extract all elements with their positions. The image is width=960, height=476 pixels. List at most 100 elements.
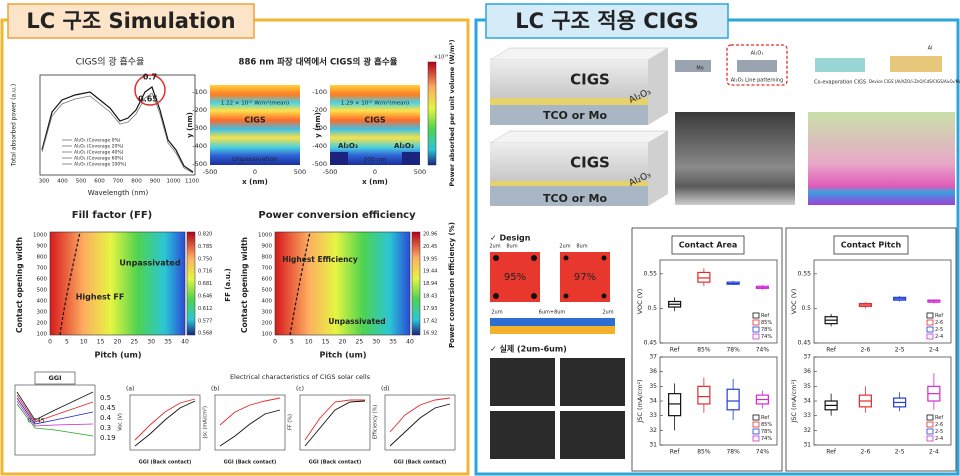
figure-title: 886 nm 파장 대역에서 CIGS의 광 흡수율 [239, 57, 398, 68]
cigs-layer [490, 60, 648, 98]
tick-label: 0.612 [198, 306, 212, 312]
tick-label: 500 [414, 168, 426, 176]
process-step [675, 60, 711, 72]
dot [493, 293, 499, 299]
layer-label: Unpassivation [232, 155, 278, 163]
dot [531, 255, 537, 261]
legend-label: 78% [761, 429, 772, 435]
title-box [34, 371, 76, 385]
figure-title: Electrical characteristics of CIGS solar… [230, 373, 371, 381]
layer-label: Al₂O₃ [394, 142, 414, 150]
legend-label: 2-6 [935, 422, 943, 428]
tick-label: 300 [39, 179, 50, 185]
figure-title: Contact Area [679, 241, 738, 250]
section-title: ✓ Design [490, 234, 531, 243]
layer-label: CIGS [570, 71, 610, 89]
dimension-label: 8um [576, 244, 587, 250]
tick-label: 0.55 [644, 270, 658, 277]
legend-swatch [926, 435, 934, 442]
ggi-line [16, 403, 94, 437]
process-step [890, 56, 942, 72]
tick-label: 5 [290, 339, 294, 346]
tick-label: 100 [262, 332, 273, 338]
tick-label: 35 [803, 383, 811, 390]
plot-frame [384, 394, 456, 451]
plot-frame [129, 394, 201, 451]
x-tick-label: Ref [826, 347, 837, 354]
plot-frame [299, 394, 371, 451]
tick-label: 700 [262, 266, 273, 272]
legend-label: Al₂O₃ (Coverage 20%) [74, 144, 124, 150]
axis-label: y (nm) [314, 112, 322, 138]
tick-label: 32 [803, 427, 811, 434]
eds-map [808, 112, 955, 205]
axis-label: Efficiency (%) [373, 405, 379, 439]
figure-title: Power conversion efficiency [258, 210, 416, 221]
contact-dots [493, 255, 607, 299]
x-tick-label: 74% [756, 449, 770, 456]
legend-label: 2-6 [935, 320, 943, 326]
tick-label: 600 [262, 277, 273, 283]
box [697, 385, 711, 405]
annotation: Highest Efficiency [282, 255, 358, 264]
tick-label: 0 [253, 168, 257, 176]
annotation: 0.65 [138, 95, 158, 104]
process-label: Device CIGS (Al/AZO/i-ZnO/CdS/CIGS/Al₂O₃… [869, 79, 960, 84]
x-tick-label: Ref [670, 347, 681, 354]
tick-label: 18.43 [423, 294, 437, 300]
tick-label: 35 [649, 383, 657, 390]
slab-top [489, 47, 669, 61]
legend-label: Al₂O₃ (Coverage 0%) [74, 138, 121, 144]
series-line [134, 398, 196, 441]
legend-label: Ref [761, 313, 769, 319]
tick-label: 15 [322, 339, 330, 346]
dot [601, 293, 607, 299]
design-pattern [560, 252, 610, 302]
tick-label: 40 [181, 339, 189, 346]
legend-swatch [926, 312, 934, 319]
legend-label: Ref [761, 415, 769, 421]
annotation: 1.22 × 10¹² W/m³(mean) [221, 100, 289, 107]
plot-frame [39, 74, 196, 176]
axis-label: Contact opening width [240, 237, 249, 333]
dimension-label: 6um+8um [539, 310, 566, 316]
slab-side [648, 131, 668, 206]
panel-title: LC 구조 적용 CIGS [515, 9, 699, 33]
tick-label: 300 [262, 310, 273, 316]
annotation: Highest FF [76, 293, 125, 302]
absorption-curve [41, 86, 194, 173]
tick-label: 100 [37, 332, 48, 338]
tick-label: 33 [803, 412, 811, 419]
series-line [389, 403, 451, 447]
tick-label: 800 [262, 255, 273, 261]
tick-label: 31 [649, 442, 657, 449]
tick-label: 1000 [33, 233, 47, 239]
tick-label: -100 [312, 88, 327, 96]
section-layer [490, 326, 615, 334]
tick-label: -200 [192, 106, 207, 114]
legend-swatch [926, 333, 934, 340]
tick-label: 10 [305, 339, 313, 346]
panel-title: LC 구조 Simulation [26, 9, 235, 33]
legend-swatch [752, 428, 760, 435]
annotation: 0.3 [100, 424, 111, 432]
ggi-line [16, 394, 94, 423]
legend-label: Ref [935, 313, 943, 319]
tick-label: 1000 [167, 179, 181, 185]
annotation: 0.345 [27, 418, 44, 425]
tick-label: 500 [37, 288, 48, 294]
tick-label: 900 [37, 244, 48, 250]
tick-label: -500 [203, 168, 218, 176]
tick-label: 0.5 [801, 305, 811, 312]
legend-swatch [926, 414, 934, 421]
tick-label: 0.716 [198, 269, 212, 275]
sem-tile [560, 358, 625, 406]
legend-label: 78% [761, 327, 772, 333]
tick-label: 300 [37, 310, 48, 316]
process-label: Al₂O₃ [751, 51, 764, 57]
legend-label: Al₂O₃ (Coverage 60%) [74, 156, 124, 162]
tick-label: 19.44 [423, 269, 437, 275]
tick-label: 0.646 [198, 294, 212, 300]
title-box [833, 235, 909, 255]
